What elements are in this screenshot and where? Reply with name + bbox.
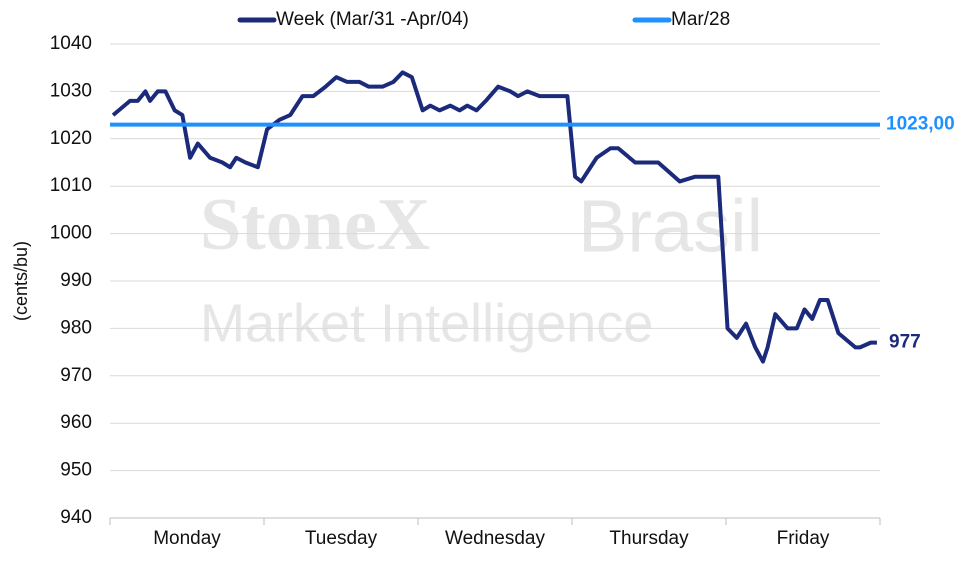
y-tick-label: 1010 [50,175,92,196]
y-tick-label: 1000 [50,223,92,244]
y-tick-label: 940 [60,507,92,528]
watermark: StoneX [200,184,430,266]
watermark: Market Intelligence [200,293,653,353]
x-tick-label: Wednesday [445,528,545,549]
y-tick-label: 970 [60,365,92,386]
data-line [111,70,877,364]
x-tick-label: Tuesday [305,528,378,549]
y-tick-label: 1030 [50,80,92,101]
legend-label: Mar/28 [671,9,730,30]
y-tick-label: 960 [60,412,92,433]
y-tick-label: 950 [60,460,92,481]
reference-label: 1023,00 [886,114,955,135]
legend-label: Week (Mar/31 -Apr/04) [276,9,469,30]
end-label: 977 [889,332,921,353]
x-tick-label: Friday [777,528,830,549]
y-tick-label: 980 [60,317,92,338]
x-tick-label: Thursday [609,528,689,549]
x-tick-label: Monday [153,528,221,549]
y-tick-label: 1020 [50,128,92,149]
watermark: Brasil [578,185,763,268]
y-tick-label: 1040 [50,33,92,54]
y-tick-label: 990 [60,270,92,291]
y-axis-label: (cents/bu) [11,241,31,321]
